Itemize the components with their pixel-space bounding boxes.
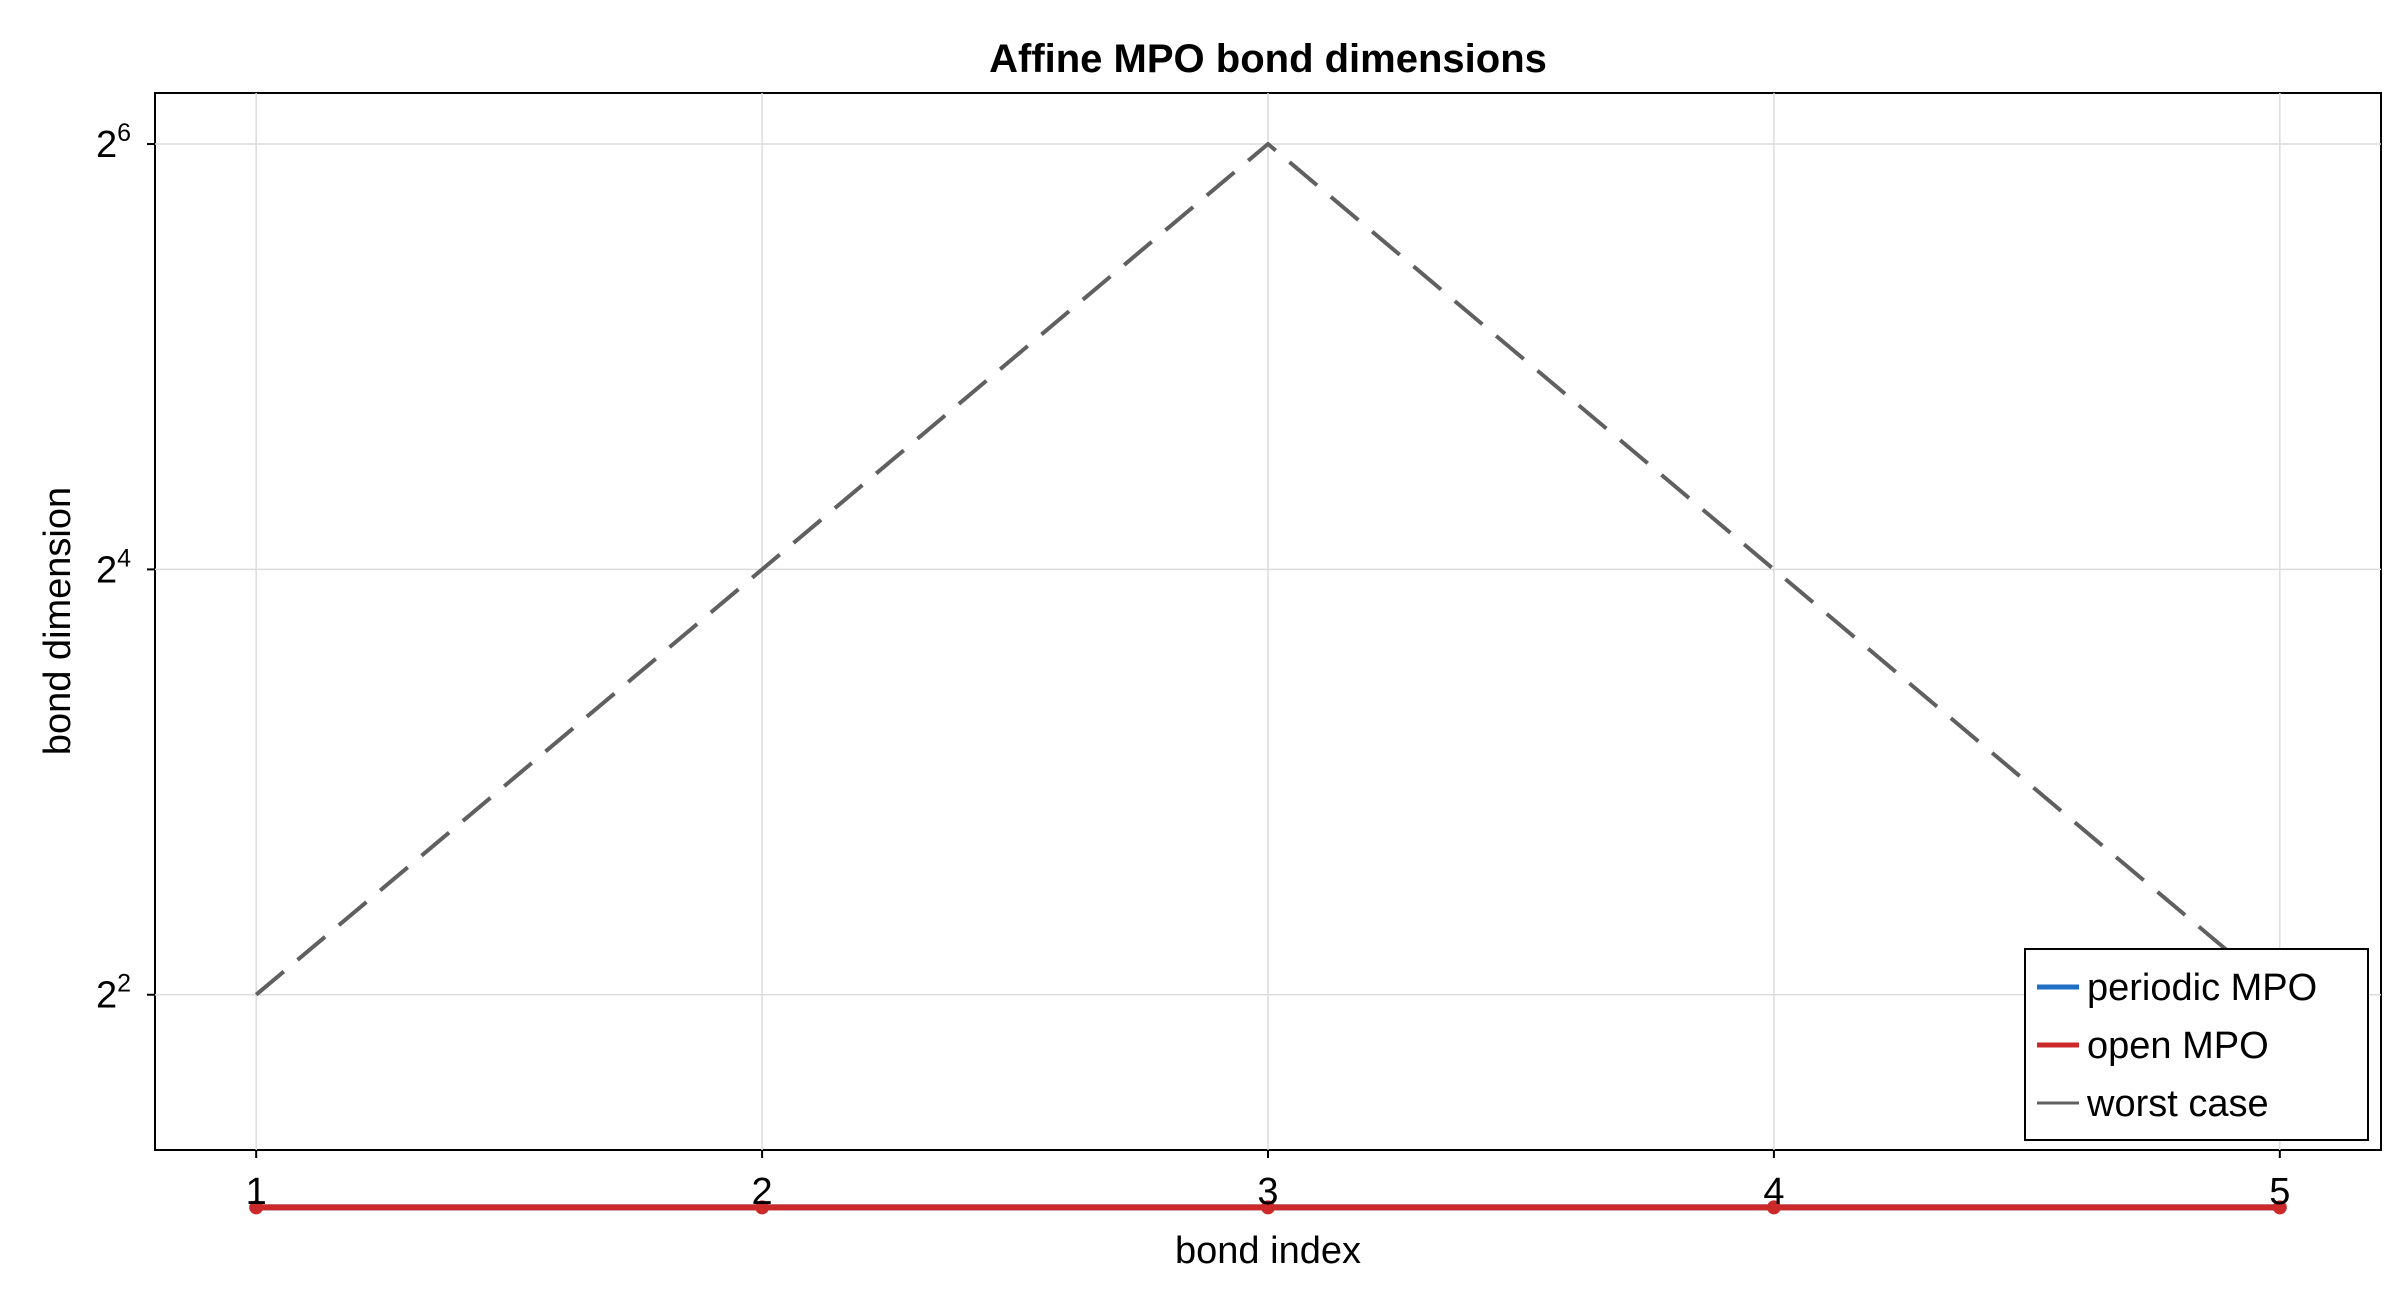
- data-point-open-mpo: [1766, 1200, 1781, 1215]
- series-line-worst-case: [254, 142, 2282, 997]
- x-tick-label: 5: [2269, 1171, 2290, 1213]
- legend-label: periodic MPO: [2087, 967, 2317, 1009]
- y-axis-label: bond dimension: [37, 487, 79, 755]
- ticks: 1 2 3 4 5 22 24 26: [96, 119, 2290, 1213]
- x-axis-label: bond index: [1175, 1230, 1361, 1272]
- y-tick-label: 22: [96, 970, 131, 1017]
- legend-label: open MPO: [2087, 1025, 2269, 1067]
- y-tick-label: 26: [96, 119, 131, 166]
- x-tick-label: 1: [246, 1171, 267, 1213]
- chart-title: Affine MPO bond dimensions: [989, 37, 1547, 81]
- data-point-open-mpo: [249, 1200, 264, 1215]
- data-point-open-mpo: [2272, 1200, 2287, 1215]
- legend-box: [2024, 948, 2369, 1141]
- legend-label: worst case: [2086, 1083, 2269, 1125]
- data-point-open-mpo: [755, 1200, 770, 1215]
- y-tick-label: 24: [96, 544, 131, 591]
- x-tick-label: 2: [752, 1171, 773, 1213]
- x-tick-label: 3: [1257, 1171, 1278, 1213]
- legend: periodic MPO open MPO worst case: [2024, 948, 2369, 1141]
- series-layer: [249, 142, 2287, 1215]
- data-point-open-mpo: [1261, 1200, 1275, 1215]
- x-tick-label: 4: [1763, 1171, 1784, 1213]
